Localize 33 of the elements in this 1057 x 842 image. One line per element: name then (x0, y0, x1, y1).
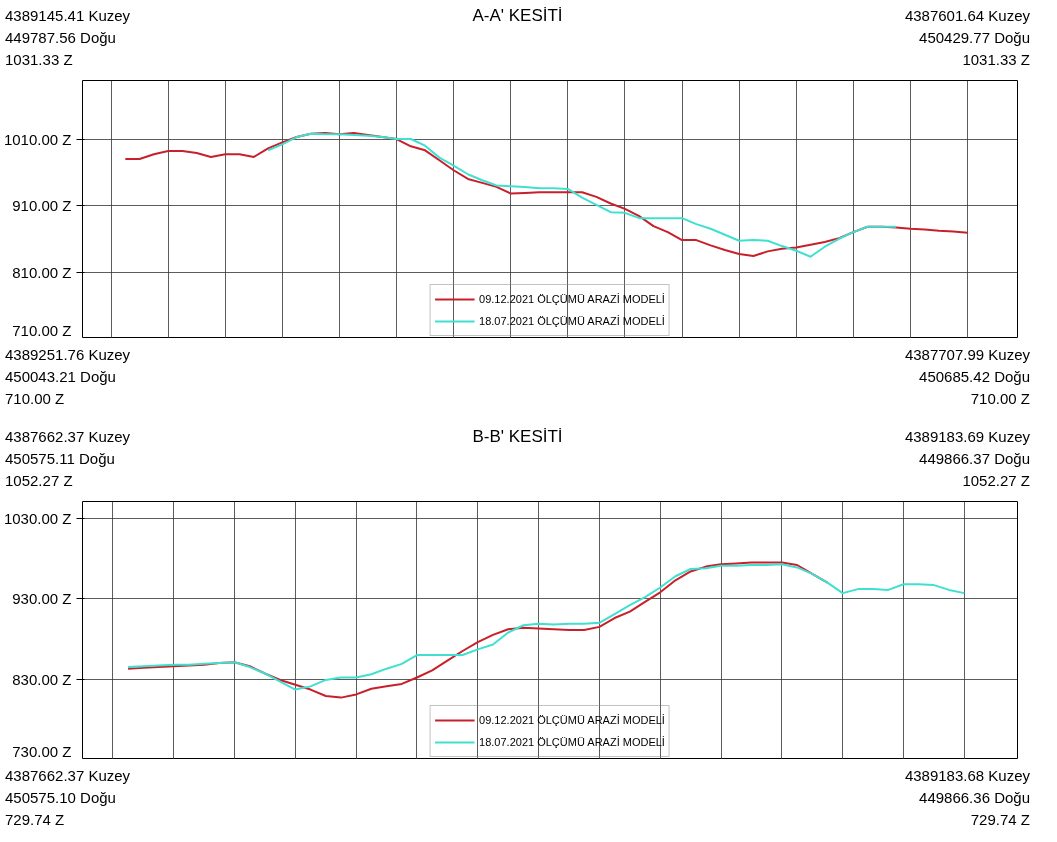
y-tick-label: 910.00 Z (12, 197, 72, 215)
y-tick-label: 830.00 Z (12, 670, 72, 688)
text: 449866.37 Doğu (919, 450, 1030, 467)
y-tick-label: 710.00 Z (12, 321, 72, 339)
text: 4389183.69 Kuzey (904, 428, 1030, 445)
y-tick-label: 730.00 Z (12, 742, 72, 760)
text: 729.74 Z (970, 811, 1030, 828)
y-tick-label: 930.00 Z (12, 590, 72, 608)
text: 450429.77 Doğu (919, 29, 1030, 46)
y-tick-label: 1030.00 Z (3, 509, 72, 527)
text: 729.74 Z (5, 811, 65, 828)
text: 4387662.37 Kuzey (5, 428, 131, 445)
text: 450043.21 Doğu (5, 368, 116, 385)
chart-title: B-B' KESİTİ (472, 426, 563, 448)
text: 4387601.64 Kuzey (904, 7, 1030, 24)
y-tick-label: 1010.00 Z (3, 130, 72, 148)
text: 4387707.99 Kuzey (904, 346, 1030, 363)
text: 1052.27 Z (962, 472, 1030, 489)
text: 1031.33 Z (5, 51, 73, 68)
text: 4387662.37 Kuzey (5, 767, 131, 784)
text: 450575.11 Doğu (5, 450, 115, 467)
text: 710.00 Z (970, 390, 1030, 407)
text: 449787.56 Doğu (5, 29, 116, 46)
text: 1031.33 Z (962, 51, 1030, 68)
text: 449866.36 Doğu (919, 789, 1030, 806)
text: 4389251.76 Kuzey (5, 346, 131, 363)
y-tick-label: 810.00 Z (12, 263, 72, 281)
text: 1052.27 Z (5, 472, 73, 489)
chart-title: A-A' KESİTİ (472, 5, 563, 27)
text: 4389145.41 Kuzey (5, 7, 131, 24)
text: 4389183.68 Kuzey (904, 767, 1030, 784)
text: 450685.42 Doğu (919, 368, 1030, 385)
text: 450575.10 Doğu (5, 789, 116, 806)
